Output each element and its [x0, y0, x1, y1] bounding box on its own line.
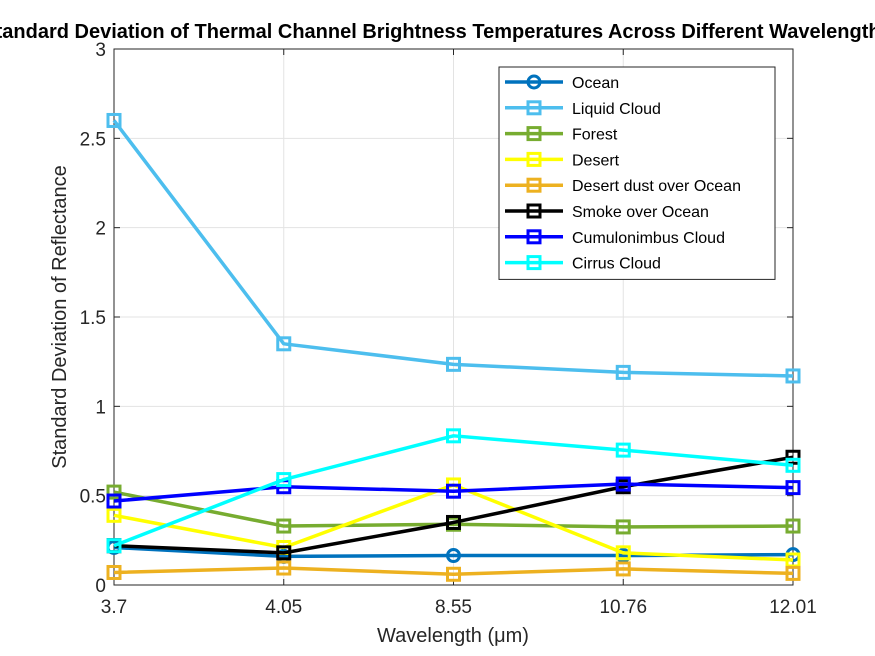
legend-marker: [526, 74, 542, 90]
x-tick-label: 12.01: [769, 597, 817, 618]
y-tick-label: 2: [95, 219, 106, 240]
legend-label: Liquid Cloud: [572, 101, 661, 118]
legend-label: Desert dust over Ocean: [572, 178, 741, 195]
data-point: [106, 564, 122, 580]
data-point: [615, 519, 631, 535]
y-tick-label: 0.5: [80, 487, 106, 508]
legend-marker: [526, 255, 542, 271]
data-point: [276, 336, 292, 352]
series-line: [113, 490, 794, 529]
series-line: [113, 566, 794, 577]
series-line: [112, 119, 794, 378]
legend-label: Forest: [572, 127, 618, 144]
series-lines: [106, 112, 801, 582]
chart-title: Standard Deviation of Thermal Channel Br…: [0, 21, 875, 43]
data-point: [276, 472, 292, 488]
legend-label: Cumulonimbus Cloud: [572, 230, 725, 247]
data-point: [106, 507, 122, 523]
x-tick-label: 3.7: [101, 597, 127, 618]
legend-label: Ocean: [572, 75, 619, 92]
legend: Ocean Liquid Cloud Forest Desert Desert dust…: [498, 66, 776, 280]
data-point: [106, 112, 122, 128]
legend-marker: [526, 126, 542, 142]
axes: 3.7 4.05 8.55 10.76 12.01 0 0.5 1 1.5 2 2.5 3: [80, 40, 817, 618]
data-point: [446, 514, 461, 530]
data-point: [615, 476, 631, 492]
data-point: [276, 518, 292, 534]
y-axis-title: Standard Deviation of Reflectance: [49, 165, 71, 469]
data-point: [446, 356, 461, 372]
series-line: [113, 482, 794, 503]
data-point: [785, 368, 801, 384]
legend-marker: [526, 203, 542, 219]
y-tick-label: 3: [95, 40, 106, 61]
legend-label: Smoke over Ocean: [572, 204, 709, 221]
legend-marker: [526, 151, 542, 167]
series-line: [113, 434, 794, 548]
data-point: [106, 538, 122, 554]
data-point: [615, 442, 631, 458]
data-point: [276, 545, 292, 561]
y-tick-label: 1.5: [80, 308, 106, 329]
data-point: [446, 548, 461, 564]
x-tick-label: 4.05: [265, 597, 302, 618]
data-point: [785, 565, 801, 581]
data-point: [615, 561, 631, 577]
legend-marker: [526, 100, 542, 116]
data-point: [615, 364, 631, 380]
data-point: [106, 493, 122, 509]
data-point: [446, 483, 461, 499]
data-point: [446, 566, 461, 582]
legend-marker: [526, 177, 542, 193]
legend-marker: [526, 229, 542, 245]
legend-box: [498, 66, 776, 280]
data-point: [446, 428, 461, 444]
x-tick-label: 10.76: [599, 597, 647, 618]
y-tick-label: 2.5: [80, 129, 106, 150]
data-point: [106, 484, 122, 500]
data-point: [276, 560, 292, 576]
x-axis-title: Wavelength (μm): [377, 625, 529, 647]
y-tick-label: 1: [95, 397, 106, 418]
legend-label: Cirrus Cloud: [572, 256, 661, 273]
data-point: [615, 545, 631, 561]
series-line: [113, 455, 794, 555]
y-tick-label: 0: [95, 576, 106, 597]
data-point: [785, 449, 801, 465]
x-tick-label: 8.55: [435, 597, 472, 618]
data-point: [785, 457, 801, 473]
legend-label: Desert: [572, 152, 620, 169]
data-point: [785, 518, 801, 534]
data-point: [785, 480, 801, 496]
